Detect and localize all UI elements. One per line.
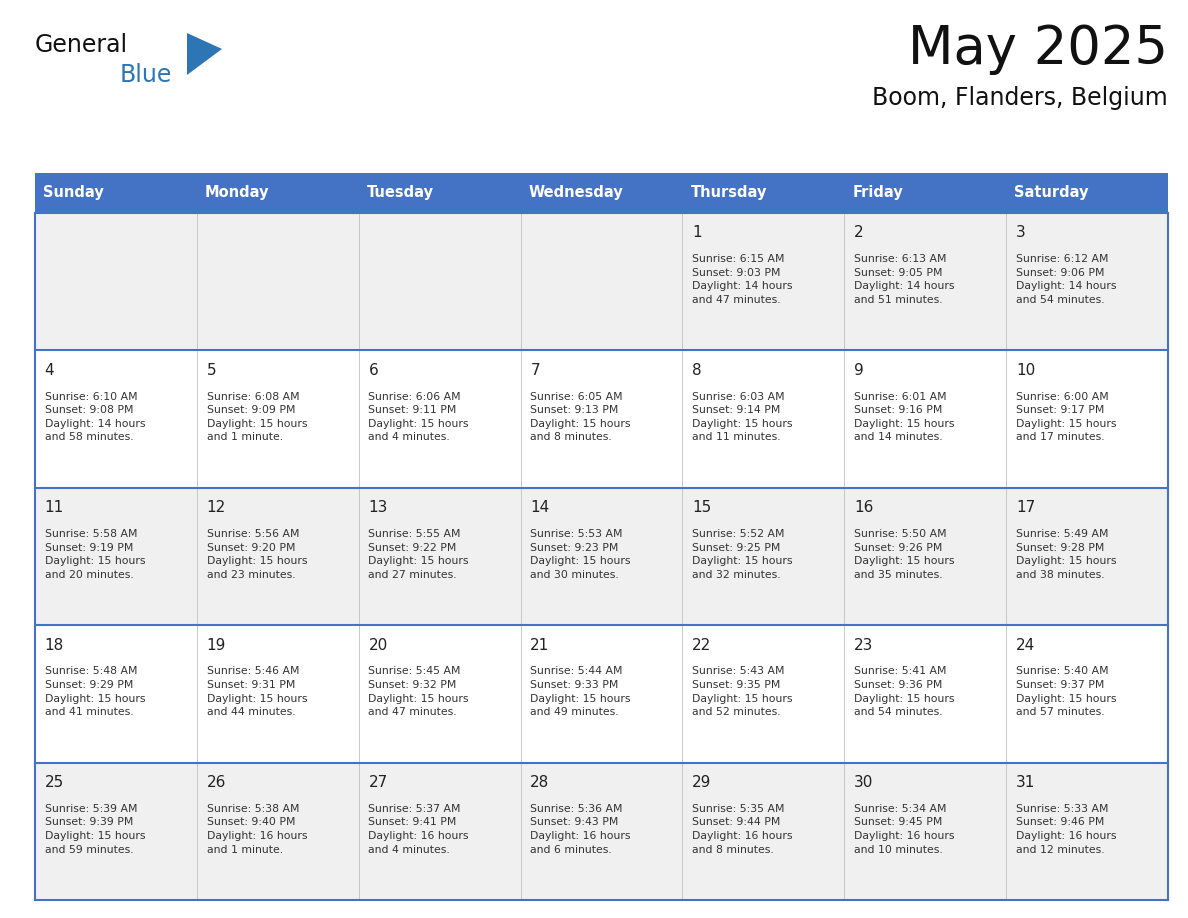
Text: Sunrise: 5:33 AM
Sunset: 9:46 PM
Daylight: 16 hours
and 12 minutes.: Sunrise: 5:33 AM Sunset: 9:46 PM Dayligh…: [1016, 804, 1117, 855]
Text: 2: 2: [854, 225, 864, 241]
Text: Blue: Blue: [120, 63, 172, 87]
Text: 31: 31: [1016, 775, 1035, 790]
Text: Sunrise: 5:39 AM
Sunset: 9:39 PM
Daylight: 15 hours
and 59 minutes.: Sunrise: 5:39 AM Sunset: 9:39 PM Dayligh…: [45, 804, 145, 855]
Text: Sunrise: 6:01 AM
Sunset: 9:16 PM
Daylight: 15 hours
and 14 minutes.: Sunrise: 6:01 AM Sunset: 9:16 PM Dayligh…: [854, 392, 954, 442]
FancyBboxPatch shape: [34, 487, 1168, 625]
Text: Sunrise: 5:58 AM
Sunset: 9:19 PM
Daylight: 15 hours
and 20 minutes.: Sunrise: 5:58 AM Sunset: 9:19 PM Dayligh…: [45, 529, 145, 580]
Text: Sunrise: 6:05 AM
Sunset: 9:13 PM
Daylight: 15 hours
and 8 minutes.: Sunrise: 6:05 AM Sunset: 9:13 PM Dayligh…: [530, 392, 631, 442]
Text: 30: 30: [854, 775, 873, 790]
Text: 26: 26: [207, 775, 226, 790]
Text: 1: 1: [693, 225, 702, 241]
Text: 15: 15: [693, 500, 712, 515]
Text: Sunrise: 6:10 AM
Sunset: 9:08 PM
Daylight: 14 hours
and 58 minutes.: Sunrise: 6:10 AM Sunset: 9:08 PM Dayligh…: [45, 392, 145, 442]
Text: General: General: [34, 33, 128, 57]
FancyBboxPatch shape: [34, 213, 1168, 351]
Text: Monday: Monday: [206, 185, 270, 200]
Text: Sunrise: 5:53 AM
Sunset: 9:23 PM
Daylight: 15 hours
and 30 minutes.: Sunrise: 5:53 AM Sunset: 9:23 PM Dayligh…: [530, 529, 631, 580]
Text: Sunrise: 5:45 AM
Sunset: 9:32 PM
Daylight: 15 hours
and 47 minutes.: Sunrise: 5:45 AM Sunset: 9:32 PM Dayligh…: [368, 666, 469, 717]
Text: 7: 7: [530, 363, 539, 378]
Text: 12: 12: [207, 500, 226, 515]
Text: Friday: Friday: [852, 185, 903, 200]
Text: Sunrise: 5:37 AM
Sunset: 9:41 PM
Daylight: 16 hours
and 4 minutes.: Sunrise: 5:37 AM Sunset: 9:41 PM Dayligh…: [368, 804, 469, 855]
Text: Sunrise: 5:44 AM
Sunset: 9:33 PM
Daylight: 15 hours
and 49 minutes.: Sunrise: 5:44 AM Sunset: 9:33 PM Dayligh…: [530, 666, 631, 717]
Text: Sunrise: 5:40 AM
Sunset: 9:37 PM
Daylight: 15 hours
and 57 minutes.: Sunrise: 5:40 AM Sunset: 9:37 PM Dayligh…: [1016, 666, 1117, 717]
Text: 23: 23: [854, 638, 873, 653]
Text: 28: 28: [530, 775, 550, 790]
Text: 11: 11: [45, 500, 64, 515]
Text: 8: 8: [693, 363, 702, 378]
Text: 4: 4: [45, 363, 55, 378]
Text: Sunrise: 5:36 AM
Sunset: 9:43 PM
Daylight: 16 hours
and 6 minutes.: Sunrise: 5:36 AM Sunset: 9:43 PM Dayligh…: [530, 804, 631, 855]
Polygon shape: [187, 33, 222, 75]
Text: 16: 16: [854, 500, 873, 515]
Text: Sunrise: 5:48 AM
Sunset: 9:29 PM
Daylight: 15 hours
and 41 minutes.: Sunrise: 5:48 AM Sunset: 9:29 PM Dayligh…: [45, 666, 145, 717]
FancyBboxPatch shape: [34, 763, 1168, 900]
Text: Sunrise: 5:56 AM
Sunset: 9:20 PM
Daylight: 15 hours
and 23 minutes.: Sunrise: 5:56 AM Sunset: 9:20 PM Dayligh…: [207, 529, 307, 580]
Text: Sunrise: 6:06 AM
Sunset: 9:11 PM
Daylight: 15 hours
and 4 minutes.: Sunrise: 6:06 AM Sunset: 9:11 PM Dayligh…: [368, 392, 469, 442]
FancyBboxPatch shape: [34, 173, 1168, 213]
Text: Sunrise: 6:15 AM
Sunset: 9:03 PM
Daylight: 14 hours
and 47 minutes.: Sunrise: 6:15 AM Sunset: 9:03 PM Dayligh…: [693, 254, 792, 305]
Text: Wednesday: Wednesday: [529, 185, 624, 200]
Text: Sunrise: 6:08 AM
Sunset: 9:09 PM
Daylight: 15 hours
and 1 minute.: Sunrise: 6:08 AM Sunset: 9:09 PM Dayligh…: [207, 392, 307, 442]
Text: Sunrise: 6:00 AM
Sunset: 9:17 PM
Daylight: 15 hours
and 17 minutes.: Sunrise: 6:00 AM Sunset: 9:17 PM Dayligh…: [1016, 392, 1117, 442]
Text: 19: 19: [207, 638, 226, 653]
Text: Tuesday: Tuesday: [367, 185, 434, 200]
Text: Sunrise: 5:35 AM
Sunset: 9:44 PM
Daylight: 16 hours
and 8 minutes.: Sunrise: 5:35 AM Sunset: 9:44 PM Dayligh…: [693, 804, 792, 855]
FancyBboxPatch shape: [34, 625, 1168, 763]
Text: Sunrise: 5:41 AM
Sunset: 9:36 PM
Daylight: 15 hours
and 54 minutes.: Sunrise: 5:41 AM Sunset: 9:36 PM Dayligh…: [854, 666, 954, 717]
Text: 20: 20: [368, 638, 387, 653]
Text: Sunrise: 5:43 AM
Sunset: 9:35 PM
Daylight: 15 hours
and 52 minutes.: Sunrise: 5:43 AM Sunset: 9:35 PM Dayligh…: [693, 666, 792, 717]
Text: Sunrise: 5:55 AM
Sunset: 9:22 PM
Daylight: 15 hours
and 27 minutes.: Sunrise: 5:55 AM Sunset: 9:22 PM Dayligh…: [368, 529, 469, 580]
Text: 9: 9: [854, 363, 864, 378]
Text: 21: 21: [530, 638, 550, 653]
Text: 5: 5: [207, 363, 216, 378]
Text: Sunrise: 5:52 AM
Sunset: 9:25 PM
Daylight: 15 hours
and 32 minutes.: Sunrise: 5:52 AM Sunset: 9:25 PM Dayligh…: [693, 529, 792, 580]
Text: 25: 25: [45, 775, 64, 790]
Text: 27: 27: [368, 775, 387, 790]
FancyBboxPatch shape: [34, 351, 1168, 487]
Text: Saturday: Saturday: [1015, 185, 1088, 200]
Text: 14: 14: [530, 500, 550, 515]
Text: 29: 29: [693, 775, 712, 790]
Text: Sunrise: 6:13 AM
Sunset: 9:05 PM
Daylight: 14 hours
and 51 minutes.: Sunrise: 6:13 AM Sunset: 9:05 PM Dayligh…: [854, 254, 954, 305]
Text: Sunrise: 5:34 AM
Sunset: 9:45 PM
Daylight: 16 hours
and 10 minutes.: Sunrise: 5:34 AM Sunset: 9:45 PM Dayligh…: [854, 804, 954, 855]
Text: 18: 18: [45, 638, 64, 653]
Text: 3: 3: [1016, 225, 1025, 241]
Text: Boom, Flanders, Belgium: Boom, Flanders, Belgium: [872, 86, 1168, 110]
Text: Sunrise: 5:46 AM
Sunset: 9:31 PM
Daylight: 15 hours
and 44 minutes.: Sunrise: 5:46 AM Sunset: 9:31 PM Dayligh…: [207, 666, 307, 717]
Text: 13: 13: [368, 500, 387, 515]
Text: Sunrise: 5:50 AM
Sunset: 9:26 PM
Daylight: 15 hours
and 35 minutes.: Sunrise: 5:50 AM Sunset: 9:26 PM Dayligh…: [854, 529, 954, 580]
Text: 22: 22: [693, 638, 712, 653]
Text: 17: 17: [1016, 500, 1035, 515]
Text: May 2025: May 2025: [908, 23, 1168, 75]
Text: Thursday: Thursday: [690, 185, 767, 200]
Text: Sunrise: 5:38 AM
Sunset: 9:40 PM
Daylight: 16 hours
and 1 minute.: Sunrise: 5:38 AM Sunset: 9:40 PM Dayligh…: [207, 804, 307, 855]
Text: Sunday: Sunday: [43, 185, 103, 200]
Text: 24: 24: [1016, 638, 1035, 653]
Text: Sunrise: 6:12 AM
Sunset: 9:06 PM
Daylight: 14 hours
and 54 minutes.: Sunrise: 6:12 AM Sunset: 9:06 PM Dayligh…: [1016, 254, 1117, 305]
Text: Sunrise: 5:49 AM
Sunset: 9:28 PM
Daylight: 15 hours
and 38 minutes.: Sunrise: 5:49 AM Sunset: 9:28 PM Dayligh…: [1016, 529, 1117, 580]
Text: 10: 10: [1016, 363, 1035, 378]
Text: 6: 6: [368, 363, 378, 378]
Text: Sunrise: 6:03 AM
Sunset: 9:14 PM
Daylight: 15 hours
and 11 minutes.: Sunrise: 6:03 AM Sunset: 9:14 PM Dayligh…: [693, 392, 792, 442]
